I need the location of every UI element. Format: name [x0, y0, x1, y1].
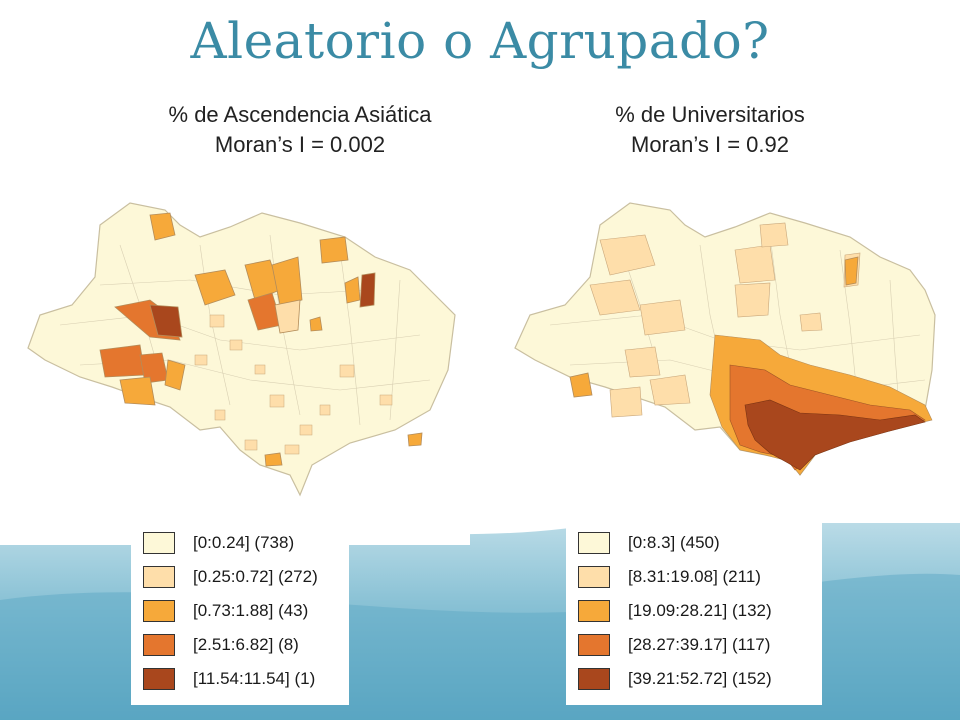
legend-swatch: [578, 668, 610, 690]
right-map-tract: [799, 312, 823, 332]
right-map-tract: [609, 386, 643, 418]
left-map-heading: % de Ascendencia Asiática Moran’s I = 0.…: [100, 100, 500, 160]
right-map-tract: [639, 299, 686, 336]
left-map-legend: [0:0.24] (738) [0.25:0.72] (272) [0.73:1…: [131, 520, 349, 705]
legend-label: [0:0.24] (738): [193, 533, 295, 552]
left-map-title: % de Ascendencia Asiática: [168, 102, 432, 127]
right-map-tract: [569, 372, 593, 398]
right-choropleth-map: [514, 202, 936, 477]
legend-label: [0:8.3] (450): [628, 533, 720, 552]
legend-label: [39.21:52.72] (152): [628, 669, 772, 688]
legend-swatch: [143, 566, 175, 588]
right-map-tract: [649, 374, 691, 406]
left-map-tract: [149, 304, 183, 338]
left-map-tract: [99, 344, 146, 378]
legend-label: [0.73:1.88] (43): [193, 601, 309, 620]
legend-label: [8.31:19.08] (211): [628, 567, 761, 586]
left-map-tract: [271, 256, 303, 306]
left-map-tract: [264, 452, 283, 467]
right-map-tract: [734, 244, 776, 284]
legend-swatch: [143, 532, 175, 554]
left-map-morans-i: Moran’s I = 0.002: [214, 132, 386, 157]
right-map-tract: [624, 346, 661, 378]
right-map-tract: [734, 282, 771, 318]
legend-label: [19.09:28.21] (132): [628, 601, 772, 620]
right-map-heading: % de Universitarios Moran’s I = 0.92: [520, 100, 900, 160]
legend-swatch: [578, 566, 610, 588]
right-map-panel: [470, 165, 960, 523]
right-map-title: % de Universitarios: [615, 102, 805, 127]
right-map-cluster-highest: [744, 399, 926, 471]
left-map-panel: [0, 165, 470, 545]
left-map-tract: [149, 212, 176, 241]
right-map-tract: [844, 256, 859, 286]
legend-swatch: [578, 634, 610, 656]
left-map-tract: [194, 269, 236, 306]
left-map-tract: [274, 299, 301, 334]
legend-swatch: [143, 634, 175, 656]
right-map-morans-i: Moran’s I = 0.92: [631, 132, 789, 157]
slide-title: Aleatorio o Agrupado?: [190, 12, 770, 70]
legend-swatch: [143, 668, 175, 690]
legend-swatch: [578, 532, 610, 554]
legend-label: [11.54:11.54] (1): [193, 669, 316, 688]
left-map-tract: [164, 359, 186, 391]
left-map-tract: [309, 316, 323, 332]
right-map-legend: [0:8.3] (450) [8.31:19.08] (211) [19.09:…: [566, 520, 822, 705]
right-map-tract: [599, 234, 656, 276]
legend-swatch: [143, 600, 175, 622]
right-map-tract: [759, 222, 789, 248]
left-choropleth-map: [27, 202, 456, 497]
left-map-tract: [119, 376, 156, 406]
right-map-tract: [589, 279, 641, 316]
legend-label: [0.25:0.72] (272): [193, 567, 318, 586]
legend-swatch: [578, 600, 610, 622]
left-map-tract: [344, 276, 361, 304]
left-map-tract: [319, 236, 349, 264]
legend-label: [28.27:39.17] (117): [628, 635, 771, 654]
left-map-tract: [407, 432, 423, 447]
legend-label: [2.51:6.82] (8): [193, 635, 299, 654]
left-map-tract: [359, 272, 376, 308]
